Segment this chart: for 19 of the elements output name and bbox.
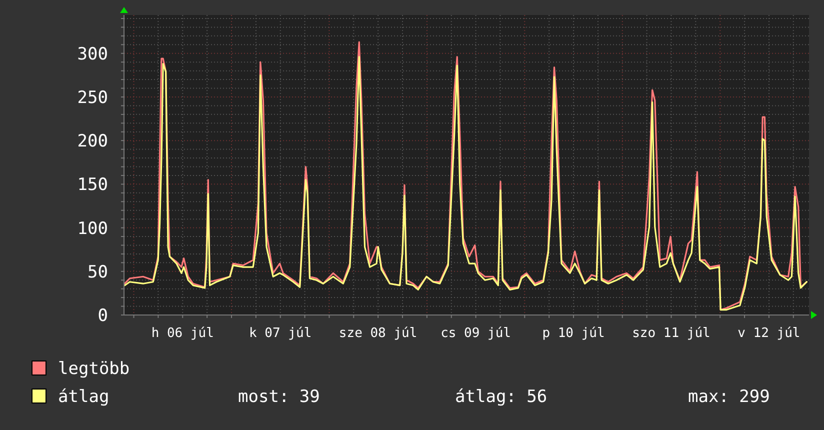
y-tick-label: 0 bbox=[98, 306, 108, 326]
x-tick-label: p 10 júl bbox=[542, 326, 605, 341]
x-tick-label: sze 08 júl bbox=[338, 326, 418, 341]
y-tick-label: 250 bbox=[77, 88, 108, 108]
y-tick-label: 50 bbox=[88, 262, 108, 282]
x-tick-label: k 07 júl bbox=[249, 326, 312, 341]
text: átlag: 56 bbox=[455, 387, 548, 407]
legend-label: átlag bbox=[58, 387, 110, 407]
x-tick-label: v 12 júl bbox=[738, 326, 800, 341]
text: most: 39 bbox=[238, 387, 320, 407]
y-tick-label: 150 bbox=[77, 175, 108, 196]
x-tick-label: cs 09 júl bbox=[440, 326, 512, 341]
text: max: 299 bbox=[688, 387, 770, 407]
legend-label: legtöbb bbox=[58, 359, 130, 379]
y-tick-label: 300 bbox=[77, 44, 108, 64]
y-tick-label: 200 bbox=[77, 132, 108, 152]
y-tick-label: 100 bbox=[77, 218, 108, 239]
x-tick-label: h 06 júl bbox=[151, 326, 214, 341]
x-tick-label: szo 11 júl bbox=[632, 326, 710, 341]
